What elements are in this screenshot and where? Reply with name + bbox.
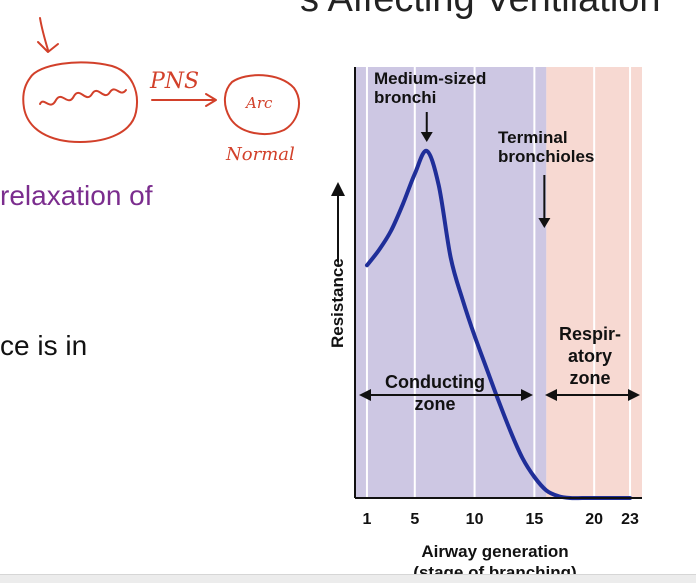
callout-label-1-line-0: Terminal bbox=[498, 128, 568, 147]
annotation-small-circle bbox=[224, 74, 300, 135]
callout-arrowhead-0 bbox=[420, 132, 433, 142]
y-axis-label-group: Resistance bbox=[328, 182, 347, 348]
callout-label-0-line-0: Medium-sized bbox=[374, 69, 486, 88]
zone-band-0 bbox=[355, 67, 547, 498]
annotation-pns-label: PNS bbox=[149, 69, 199, 94]
annotation-small-circle-label: Arc bbox=[244, 94, 273, 112]
annotation-arrow-down bbox=[37, 17, 59, 53]
slide-text-line-2: ce is in bbox=[0, 330, 88, 361]
slide-text-line-1: relaxation of bbox=[0, 180, 153, 211]
x-tick-label-20: 20 bbox=[585, 511, 603, 528]
annotation-large-circle bbox=[22, 61, 138, 143]
zone-arrowhead-left-1 bbox=[545, 389, 557, 401]
callout-label-0-line-1: bronchi bbox=[374, 88, 436, 107]
annotation-inner-wiggle bbox=[39, 88, 127, 106]
zone-arrowhead-left-0 bbox=[359, 389, 371, 401]
handwritten-annotation: PNS Arc Normal bbox=[22, 17, 300, 165]
x-tick-label-5: 5 bbox=[410, 511, 419, 528]
zone-label-1-line-1: atory bbox=[568, 346, 612, 366]
zone-label-1-line-2: zone bbox=[569, 368, 610, 388]
zone-arrowhead-right-1 bbox=[628, 389, 640, 401]
x-tick-label-1: 1 bbox=[363, 511, 372, 528]
callout-label-1-line-1: bronchioles bbox=[498, 147, 594, 166]
zone-label-0-line-0: Conducting bbox=[385, 372, 485, 392]
callout-arrowhead-1 bbox=[538, 218, 551, 228]
zone-label-1-line-0: Respir- bbox=[559, 324, 621, 344]
x-tick-label-23: 23 bbox=[621, 511, 639, 528]
zone-label-0-line-1: zone bbox=[414, 394, 455, 414]
x-tick-label-10: 10 bbox=[466, 511, 484, 528]
x-axis-label: Airway generation bbox=[421, 542, 568, 561]
annotation-arrow-right bbox=[151, 93, 217, 107]
bottom-toolbar-strip bbox=[0, 574, 696, 583]
zone-arrowhead-right-0 bbox=[521, 389, 533, 401]
x-tick-label-15: 15 bbox=[525, 511, 543, 528]
y-axis-label-arrowhead bbox=[331, 182, 345, 196]
slide-title: s Affecting Ventilation bbox=[300, 0, 661, 21]
y-axis-label: Resistance bbox=[328, 258, 347, 348]
annotation-normal-label: Normal bbox=[225, 144, 295, 165]
